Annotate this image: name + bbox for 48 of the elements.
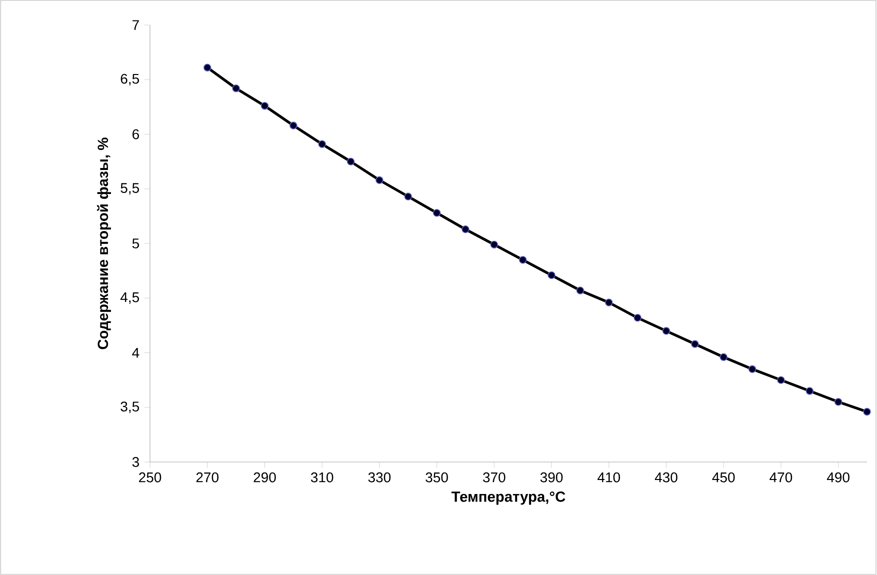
point (462, 225, 470, 234)
point (662, 327, 670, 335)
point (518, 256, 527, 264)
x-tick-label: 250 (139, 472, 162, 482)
point (490, 240, 498, 248)
y-tick-label: 4,5 (120, 292, 140, 304)
point (260, 102, 269, 110)
point (203, 64, 212, 72)
point (432, 209, 441, 217)
y-tick-label: 3,5 (120, 402, 140, 414)
x-tick-label: 470 (770, 472, 792, 482)
point (290, 122, 298, 130)
y-tick-label: 5,5 (120, 183, 140, 195)
point (834, 398, 842, 406)
y-tick-label: 6,5 (120, 74, 140, 86)
x-axis-title: Температура,°C (452, 491, 566, 505)
x-tick-label: 490 (826, 472, 850, 482)
y-tick-label: 5 (132, 238, 140, 248)
point (863, 408, 871, 416)
x-tick-label: 370 (483, 472, 506, 482)
x-tick-label: 350 (426, 472, 448, 482)
point (806, 387, 814, 395)
x-tick-label: 290 (254, 472, 276, 482)
point (691, 340, 699, 348)
point (748, 365, 756, 374)
x-tick-label: 450 (712, 472, 735, 482)
point (318, 140, 326, 148)
point (777, 376, 785, 384)
y-tick-label: 7 (132, 20, 139, 30)
x-tick-label: 270 (196, 472, 218, 482)
x-tick-label: 430 (654, 472, 678, 482)
y-tick-label: 4 (132, 348, 140, 358)
x-tick-label: 390 (540, 472, 563, 482)
y-tick-label: 6 (132, 129, 139, 140)
x-tick-label: 330 (368, 472, 391, 482)
point (605, 298, 613, 306)
point (548, 271, 556, 280)
point (634, 314, 642, 322)
y-tick-label: 3 (132, 457, 139, 467)
point (376, 176, 384, 184)
point (720, 353, 728, 361)
point (346, 158, 355, 166)
point (576, 286, 584, 294)
y-axis-title: Содержание второй фазы, % (97, 138, 111, 350)
point (232, 84, 240, 92)
x-tick-label: 410 (598, 472, 620, 482)
point (404, 192, 412, 200)
x-tick-label: 310 (310, 472, 334, 482)
